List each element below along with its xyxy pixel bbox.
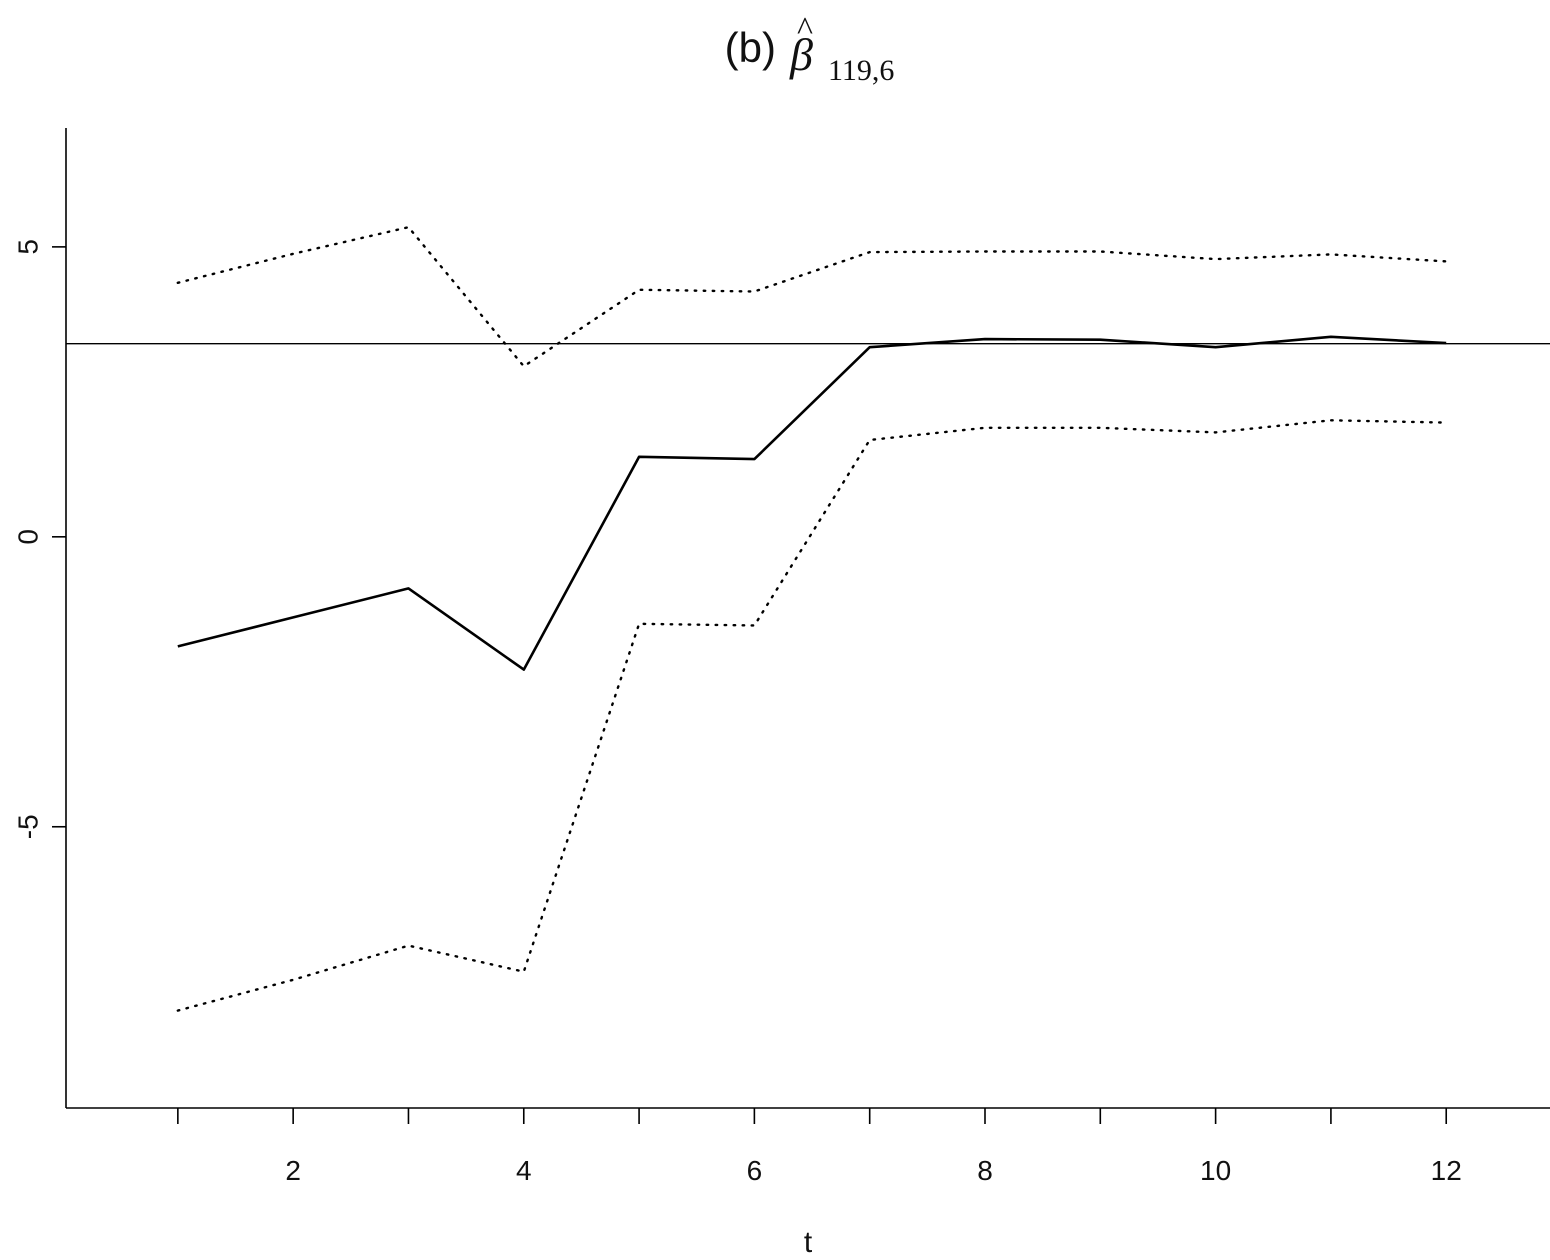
x-tick-label: 6 [747,1155,763,1186]
chart-title: (b) ^ β 119,6 [725,11,895,87]
y-tick-label: 0 [12,529,43,545]
series-line-estimate [177,335,1447,671]
x-tick-label: 8 [977,1155,993,1186]
x-tick-label: 10 [1200,1155,1231,1186]
series-layer [176,225,1448,1012]
series-line-lower [176,419,1448,1012]
y-tick-label: -5 [12,814,43,839]
x-axis-label: t [804,1226,813,1259]
chart-title-symbol: β [789,29,813,80]
x-tick-label: 2 [285,1155,301,1186]
chart-title-hat: ^ [797,11,813,48]
chart-title-prefix: (b) [725,24,776,71]
y-tick-label: 5 [12,239,43,255]
chart-title-subscript: 119,6 [828,54,894,87]
y-axis: -5 0 5 [12,239,66,839]
x-tick-label: 4 [516,1155,532,1186]
x-axis: 2 4 6 8 10 12 [177,1108,1462,1186]
x-tick-label: 12 [1431,1155,1462,1186]
series-line-upper [176,225,1448,368]
